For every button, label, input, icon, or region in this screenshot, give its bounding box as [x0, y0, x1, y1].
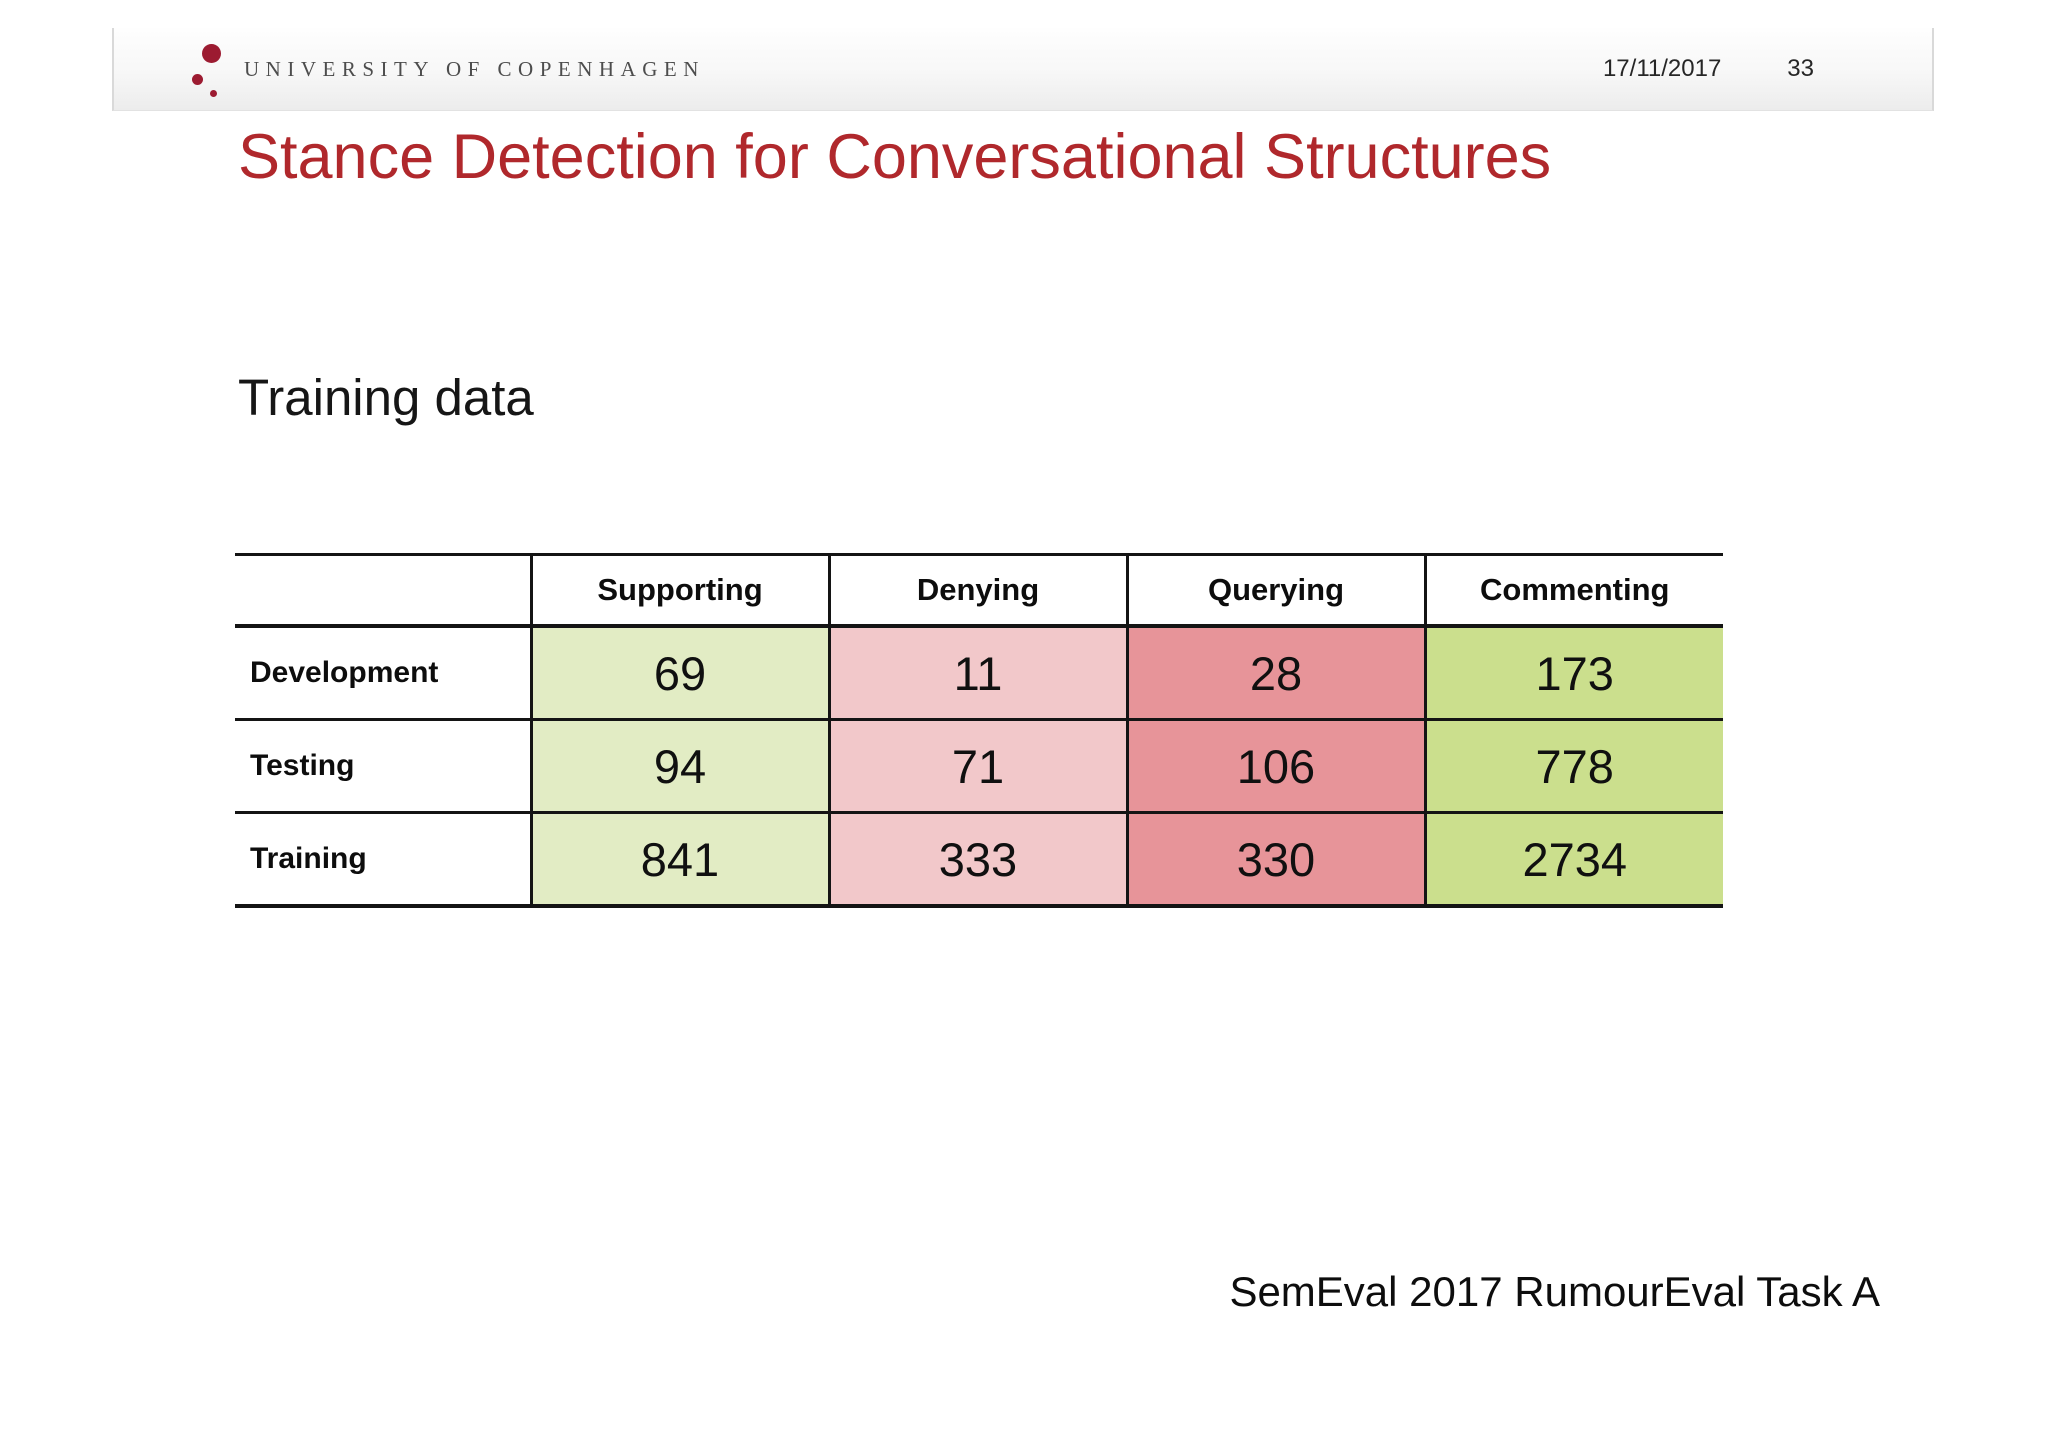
column-header-supporting: Supporting: [529, 553, 829, 628]
data-cell-training-commenting: 2734: [1423, 812, 1723, 906]
table-body: Development 69 11 28 173 Testing 94 71 106 778 Tra…: [235, 626, 1723, 906]
table-row-testing: Testing 94 71 106 778: [235, 719, 1723, 813]
table-head: Supporting Denying Querying Commenting: [235, 553, 1723, 628]
table-row-development: Development 69 11 28 173: [235, 626, 1723, 720]
university-name: UNIVERSITY OF COPENHAGEN: [244, 56, 705, 81]
logo-dot-small: [210, 90, 217, 97]
university-logo-icon: [186, 42, 230, 102]
row-label-training: Training: [250, 842, 367, 875]
slide-header: UNIVERSITY OF COPENHAGEN 17/11/2017 33: [112, 28, 1934, 111]
corner-cell: [235, 553, 531, 628]
slide-footer-citation: SemEval 2017 RumourEval Task A: [1229, 1268, 1880, 1315]
page-number: 33: [1787, 55, 1814, 82]
data-cell-testing-supporting: 94: [529, 719, 829, 813]
data-cell-training-denying: 333: [827, 812, 1127, 906]
data-cell-training-querying: 330: [1125, 812, 1425, 906]
table-row-training: Training 841 333 330 2734: [235, 812, 1723, 906]
row-label-testing: Testing: [250, 749, 355, 782]
data-cell-development-querying: 28: [1125, 626, 1425, 720]
data-cell-training-supporting: 841: [529, 812, 829, 906]
column-header-commenting: Commenting: [1423, 553, 1723, 628]
slide-subtitle: Training data: [238, 369, 534, 426]
data-cell-development-supporting: 69: [529, 626, 829, 720]
table-header-row: Supporting Denying Querying Commenting: [235, 553, 1723, 628]
logo-dot-large: [202, 44, 221, 63]
column-header-denying: Denying: [827, 553, 1127, 628]
slide-title: Stance Detection for Conversational Stru…: [238, 122, 1552, 192]
data-cell-testing-commenting: 778: [1423, 719, 1723, 813]
data-cell-development-denying: 11: [827, 626, 1127, 720]
data-cell-development-commenting: 173: [1423, 626, 1723, 720]
data-cell-testing-querying: 106: [1125, 719, 1425, 813]
column-header-querying: Querying: [1125, 553, 1425, 628]
training-data-table: Supporting Denying Querying Commenting Deve…: [235, 553, 1723, 908]
row-label-development: Development: [250, 656, 439, 689]
header-date: 17/11/2017: [1602, 55, 1722, 82]
data-cell-testing-denying: 71: [827, 719, 1127, 813]
logo-dot-medium: [192, 74, 203, 85]
